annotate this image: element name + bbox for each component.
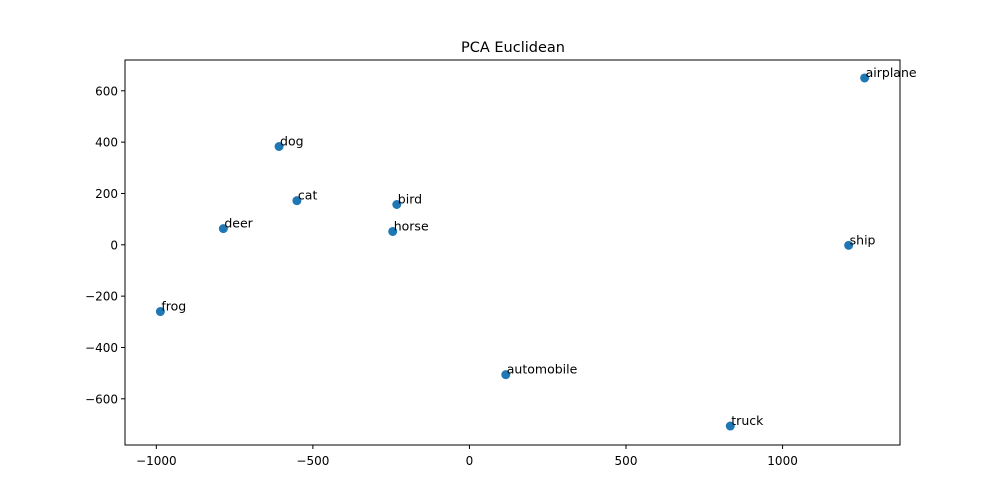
y-tick-label: 400 [95,136,118,150]
point-dog [274,141,284,151]
y-tick-label: 600 [95,84,118,98]
point-frog [155,307,165,317]
point-label-automobile: automobile [507,362,578,377]
x-tick-label: −500 [296,454,329,468]
plot-frame [124,59,901,446]
point-label-cat: cat [298,188,318,203]
y-tick-label: 0 [110,238,118,252]
y-tick-label: −200 [85,290,118,304]
point-label-deer: deer [224,216,253,231]
point-horse [388,226,398,236]
axis-ticks: −1000 −500 0 500 1000 −600 −400 −200 0 200 400 600 [85,84,798,468]
x-tick-label: 1000 [767,454,798,468]
x-tick-label: 500 [615,454,638,468]
x-tick-label: −1000 [136,454,177,468]
point-cat [292,196,302,206]
point-label-horse: horse [394,218,429,233]
point-label-truck: truck [731,413,764,428]
point-ship [844,240,854,250]
x-tick-label: 0 [466,454,474,468]
point-automobile [501,370,511,380]
point-label-ship: ship [850,232,876,247]
point-airplane [860,73,870,83]
point-label-frog: frog [161,299,186,314]
chart-title: PCA Euclidean [461,40,565,56]
y-tick-label: 200 [95,187,118,201]
point-deer [218,224,228,234]
point-bird [392,200,402,210]
point-truck [725,421,735,431]
point-label-bird: bird [398,192,422,207]
point-label-airplane: airplane [866,65,917,80]
point-label-dog: dog [280,133,304,148]
y-tick-label: −600 [85,392,118,406]
data-points: airplane dog cat bird deer horse ship frog autom… [155,65,917,431]
y-tick-label: −400 [85,341,118,355]
